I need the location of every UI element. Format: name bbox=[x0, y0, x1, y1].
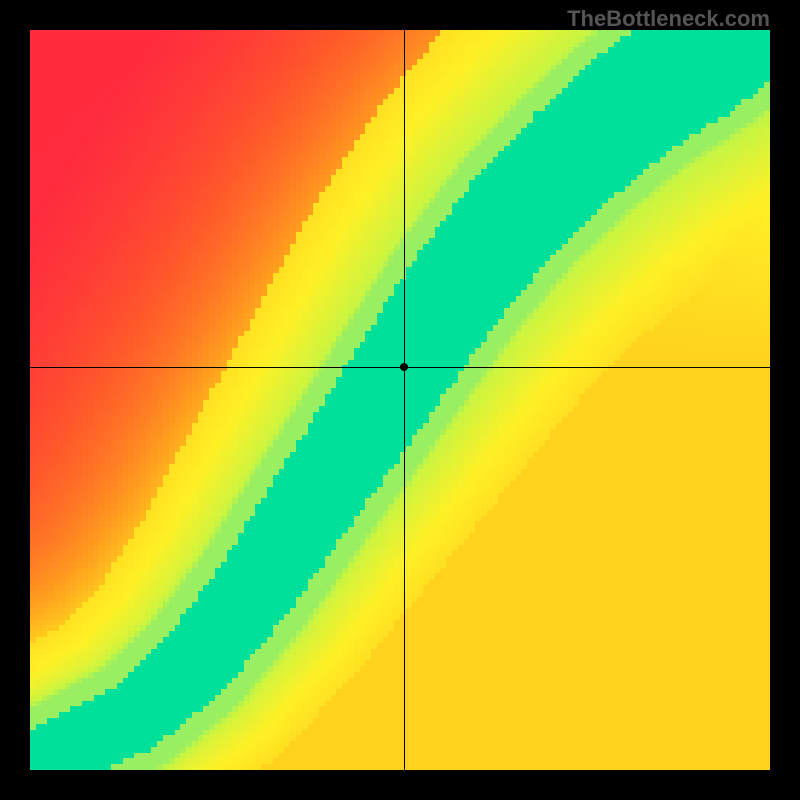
watermark-text: TheBottleneck.com bbox=[567, 6, 770, 32]
chart-container: TheBottleneck.com bbox=[0, 0, 800, 800]
heatmap-canvas bbox=[30, 30, 770, 770]
plot-area bbox=[30, 30, 770, 770]
